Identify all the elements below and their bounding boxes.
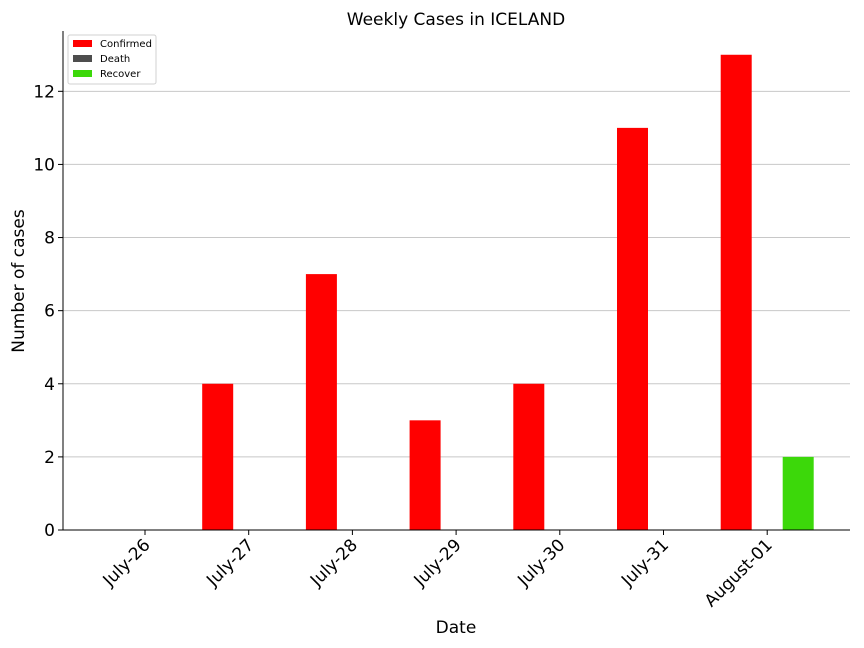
y-tick-label: 0: [44, 521, 55, 541]
x-tick-label: July-30: [513, 535, 569, 591]
x-tick-label: July-29: [410, 535, 466, 591]
legend-swatch: [73, 55, 92, 62]
bar-confirmed: [720, 54, 752, 531]
x-axis-label: Date: [436, 618, 477, 638]
x-tick-label: July-27: [202, 535, 258, 591]
x-tick-label: July-28: [306, 535, 362, 591]
x-tick-label: July-31: [617, 535, 673, 591]
bars: [202, 54, 814, 531]
bar-recover: [782, 456, 814, 530]
y-axis-label: Number of cases: [9, 209, 29, 353]
y-tick-label: 6: [44, 302, 55, 322]
legend-label: Confirmed: [100, 39, 152, 50]
bar-confirmed: [305, 274, 337, 530]
y-ticks: 0 2 4 6 8 10 12: [33, 82, 63, 541]
bar-confirmed: [202, 383, 234, 530]
grid: [63, 90, 850, 458]
x-tick-label: August-01: [701, 535, 777, 611]
y-tick-label: 8: [44, 229, 55, 249]
legend-swatch: [73, 40, 92, 47]
legend: Confirmed Death Recover: [67, 34, 157, 85]
legend-label: Death: [100, 54, 130, 65]
legend-swatch: [73, 70, 92, 77]
bar-confirmed: [617, 127, 648, 530]
y-tick-label: 12: [33, 82, 55, 102]
bar-confirmed: [409, 420, 441, 530]
bar-confirmed: [513, 383, 545, 530]
chart-title: Weekly Cases in ICELAND: [347, 10, 565, 30]
x-tick-label: July-26: [99, 535, 155, 591]
y-tick-label: 10: [33, 155, 55, 175]
y-tick-label: 4: [44, 375, 55, 395]
y-tick-label: 2: [44, 448, 55, 468]
x-ticks: July-26 July-27 July-28 July-29 July-30 July-…: [99, 530, 777, 611]
legend-label: Recover: [100, 69, 141, 80]
